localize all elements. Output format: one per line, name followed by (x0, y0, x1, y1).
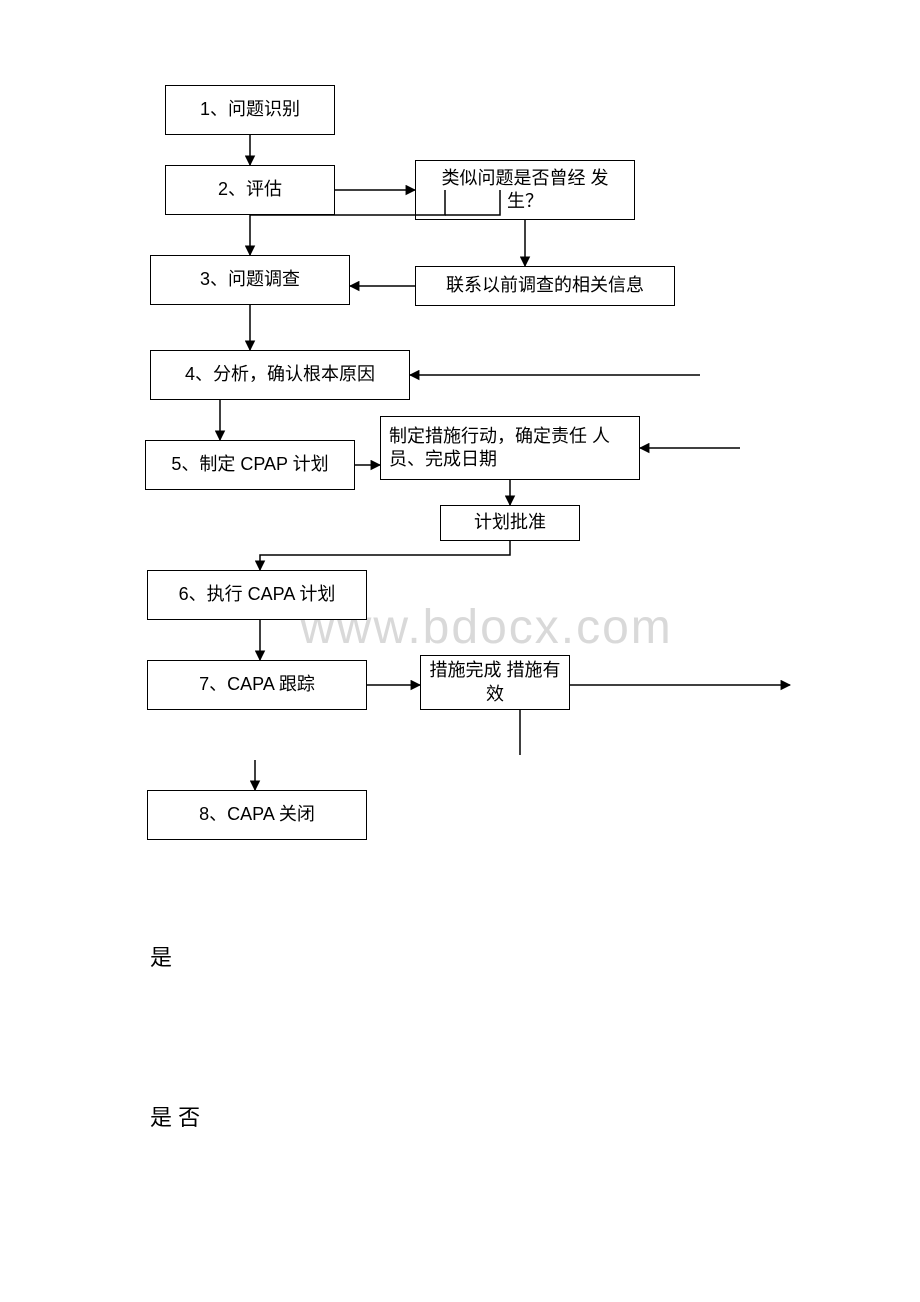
node-capa-tracking: 7、CAPA 跟踪 (147, 660, 367, 710)
flowchart-canvas: www.bdocx.com 1、问题识别 2、评估 类似问题是否曾经 发生？ 3… (0, 0, 920, 1302)
node-label: 2、评估 (218, 178, 282, 201)
node-label: 5、制定 CPAP 计划 (171, 453, 328, 476)
node-define-actions: 制定措施行动，确定责任 人员、完成日期 (380, 416, 640, 480)
node-cpap-plan: 5、制定 CPAP 计划 (145, 440, 355, 490)
node-action-complete-effective: 措施完成 措施有效 (420, 655, 570, 710)
node-label: 1、问题识别 (200, 98, 300, 121)
node-label: 措施完成 措施有效 (429, 659, 561, 706)
node-previous-investigation-info: 联系以前调查的相关信息 (415, 266, 675, 306)
node-label: 3、问题调查 (200, 268, 300, 291)
node-label: 制定措施行动，确定责任 人员、完成日期 (389, 425, 631, 472)
node-evaluation: 2、评估 (165, 165, 335, 215)
node-similar-problem-question: 类似问题是否曾经 发生？ (415, 160, 635, 220)
node-label: 类似问题是否曾经 发生？ (424, 167, 626, 214)
label-yes-no: 是 否 (150, 1100, 200, 1132)
label-yes: 是 (150, 940, 172, 972)
node-label: 4、分析，确认根本原因 (185, 363, 375, 386)
node-problem-identification: 1、问题识别 (165, 85, 335, 135)
node-root-cause-analysis: 4、分析，确认根本原因 (150, 350, 410, 400)
node-problem-investigation: 3、问题调查 (150, 255, 350, 305)
node-plan-approval: 计划批准 (440, 505, 580, 541)
node-label: 7、CAPA 跟踪 (199, 673, 315, 696)
node-execute-capa: 6、执行 CAPA 计划 (147, 570, 367, 620)
node-label: 8、CAPA 关闭 (199, 803, 315, 826)
node-capa-close: 8、CAPA 关闭 (147, 790, 367, 840)
node-label: 计划批准 (474, 511, 546, 534)
node-label: 6、执行 CAPA 计划 (179, 583, 336, 606)
node-label: 联系以前调查的相关信息 (446, 274, 644, 297)
